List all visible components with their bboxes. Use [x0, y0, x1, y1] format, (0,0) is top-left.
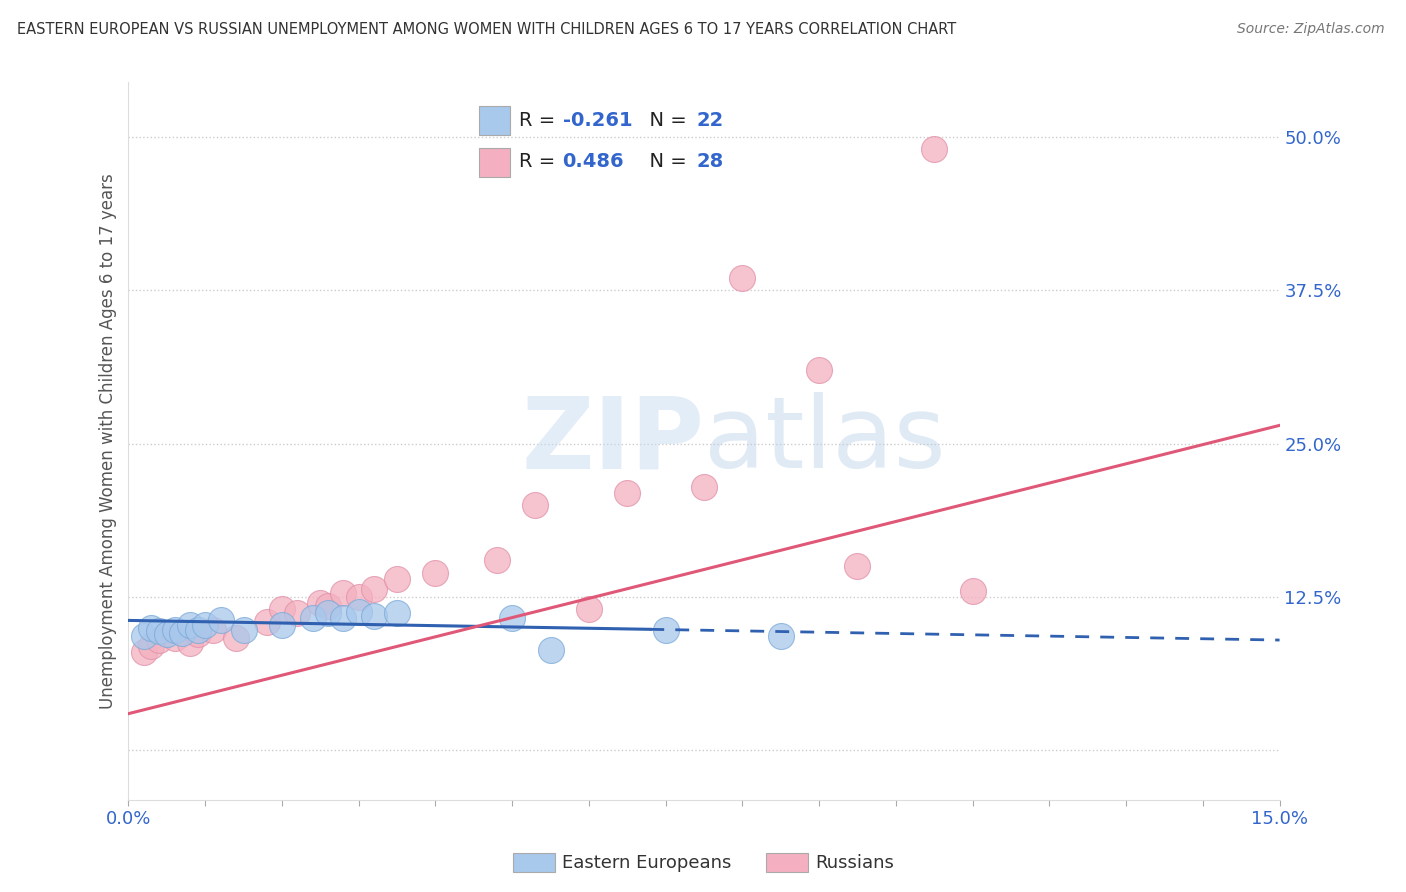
Point: [316, 599, 339, 613]
Point: [363, 582, 385, 596]
Point: [201, 624, 224, 638]
Text: Source: ZipAtlas.com: Source: ZipAtlas.com: [1237, 22, 1385, 37]
Point: [256, 615, 278, 629]
Y-axis label: Unemployment Among Women with Children Ages 6 to 17 years: Unemployment Among Women with Children A…: [100, 173, 117, 708]
Point: [501, 611, 523, 625]
Point: [163, 631, 186, 645]
Point: [132, 629, 155, 643]
Point: [485, 553, 508, 567]
Point: [209, 614, 232, 628]
Point: [332, 611, 354, 625]
Point: [141, 621, 163, 635]
Text: EASTERN EUROPEAN VS RUSSIAN UNEMPLOYMENT AMONG WOMEN WITH CHILDREN AGES 6 TO 17 : EASTERN EUROPEAN VS RUSSIAN UNEMPLOYMENT…: [17, 22, 956, 37]
Point: [385, 606, 408, 620]
Point: [186, 624, 208, 638]
Point: [179, 618, 201, 632]
Point: [148, 633, 170, 648]
Point: [232, 624, 254, 638]
Point: [385, 572, 408, 586]
Point: [148, 624, 170, 639]
Point: [301, 611, 323, 625]
Point: [347, 590, 370, 604]
Point: [524, 498, 547, 512]
Point: [309, 596, 332, 610]
Point: [922, 142, 945, 156]
Point: [808, 363, 831, 377]
Text: ZIP: ZIP: [522, 392, 704, 489]
Point: [578, 602, 600, 616]
Point: [163, 624, 186, 638]
Point: [271, 602, 294, 616]
Point: [179, 635, 201, 649]
Point: [194, 618, 217, 632]
Point: [186, 627, 208, 641]
Point: [271, 618, 294, 632]
Point: [156, 627, 179, 641]
Point: [731, 271, 754, 285]
Point: [225, 631, 247, 645]
Point: [332, 586, 354, 600]
Point: [540, 643, 562, 657]
Point: [363, 608, 385, 623]
Point: [616, 486, 638, 500]
Point: [846, 559, 869, 574]
Point: [132, 645, 155, 659]
Text: Russians: Russians: [815, 854, 894, 871]
Point: [347, 605, 370, 619]
Point: [141, 639, 163, 653]
Point: [693, 480, 716, 494]
Point: [285, 606, 308, 620]
Point: [962, 584, 984, 599]
Text: atlas: atlas: [704, 392, 946, 489]
Point: [425, 566, 447, 580]
Point: [654, 624, 676, 638]
Point: [769, 629, 792, 643]
Point: [172, 625, 194, 640]
Text: Eastern Europeans: Eastern Europeans: [562, 854, 731, 871]
Point: [316, 606, 339, 620]
